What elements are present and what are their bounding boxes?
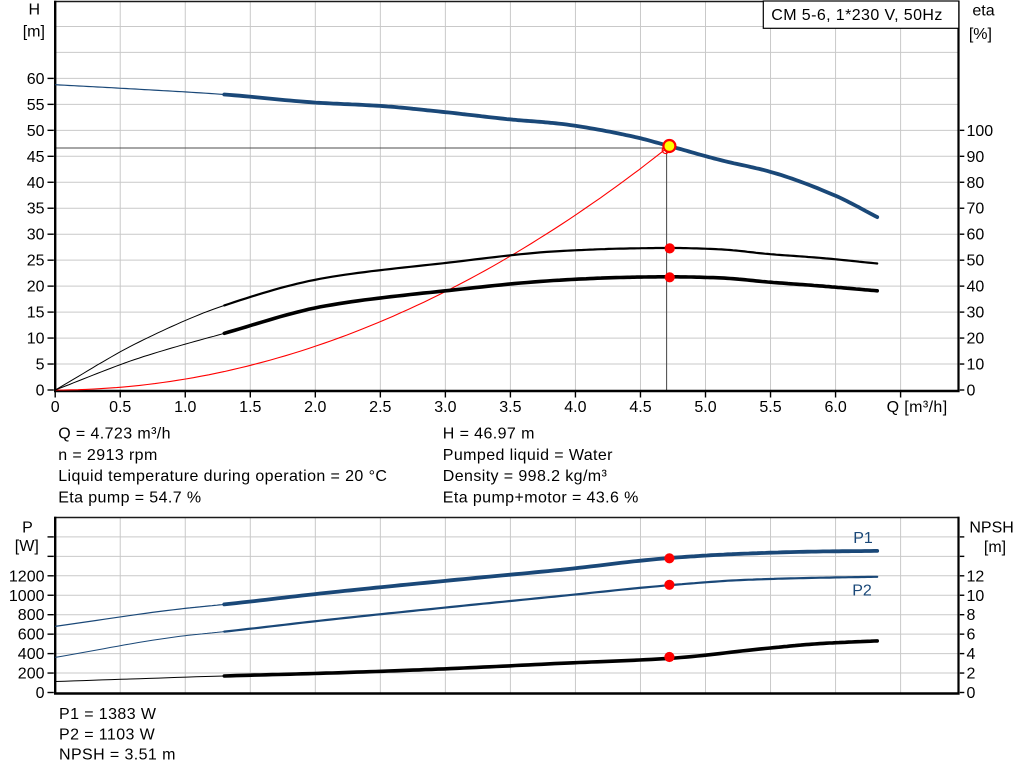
svg-text:P: P bbox=[22, 520, 33, 537]
svg-text:P1 = 1383 W: P1 = 1383 W bbox=[59, 706, 157, 723]
svg-text:8: 8 bbox=[967, 607, 976, 624]
svg-text:Pumped liquid = Water: Pumped liquid = Water bbox=[443, 447, 613, 464]
svg-text:40: 40 bbox=[27, 175, 45, 192]
svg-text:20: 20 bbox=[967, 331, 985, 348]
svg-text:2.5: 2.5 bbox=[369, 399, 391, 416]
svg-text:Q = 4.723 m³/h: Q = 4.723 m³/h bbox=[58, 426, 171, 443]
svg-text:55: 55 bbox=[27, 97, 45, 114]
svg-text:45: 45 bbox=[27, 149, 45, 166]
svg-text:Density = 998.2 kg/m³: Density = 998.2 kg/m³ bbox=[443, 468, 608, 485]
svg-text:[%]: [%] bbox=[969, 26, 992, 43]
svg-text:35: 35 bbox=[27, 201, 45, 218]
svg-text:12: 12 bbox=[967, 568, 985, 585]
svg-text:60: 60 bbox=[27, 71, 45, 88]
svg-text:P2: P2 bbox=[852, 583, 872, 600]
svg-text:10: 10 bbox=[27, 331, 45, 348]
svg-text:1200: 1200 bbox=[9, 568, 45, 585]
svg-text:P2 = 1103 W: P2 = 1103 W bbox=[59, 726, 156, 743]
svg-text:n = 2913 rpm: n = 2913 rpm bbox=[58, 447, 158, 464]
svg-text:20: 20 bbox=[27, 279, 45, 296]
svg-text:80: 80 bbox=[967, 175, 985, 192]
svg-text:6.0: 6.0 bbox=[824, 399, 846, 416]
svg-text:25: 25 bbox=[27, 253, 45, 270]
svg-text:0: 0 bbox=[36, 383, 45, 400]
svg-text:Q [m³/h]: Q [m³/h] bbox=[887, 399, 948, 416]
svg-text:100: 100 bbox=[967, 123, 994, 140]
svg-text:90: 90 bbox=[967, 149, 985, 166]
svg-text:50: 50 bbox=[27, 123, 45, 140]
svg-text:0: 0 bbox=[967, 685, 976, 702]
svg-text:2: 2 bbox=[967, 666, 976, 683]
svg-text:1.5: 1.5 bbox=[239, 399, 261, 416]
svg-text:[m]: [m] bbox=[984, 539, 1006, 556]
svg-text:NPSH = 3.51 m: NPSH = 3.51 m bbox=[59, 747, 176, 764]
svg-text:0.5: 0.5 bbox=[109, 399, 131, 416]
svg-text:3.0: 3.0 bbox=[434, 399, 456, 416]
svg-text:4: 4 bbox=[967, 646, 976, 663]
svg-text:5: 5 bbox=[36, 357, 45, 374]
svg-text:5.5: 5.5 bbox=[759, 399, 781, 416]
svg-text:P1: P1 bbox=[853, 530, 873, 547]
svg-text:[W]: [W] bbox=[15, 538, 39, 555]
svg-text:2.0: 2.0 bbox=[304, 399, 326, 416]
svg-text:3.5: 3.5 bbox=[499, 399, 521, 416]
svg-text:30: 30 bbox=[967, 305, 985, 322]
svg-text:50: 50 bbox=[967, 253, 985, 270]
svg-text:6: 6 bbox=[967, 627, 976, 644]
svg-text:30: 30 bbox=[27, 227, 45, 244]
svg-text:Liquid temperature during oper: Liquid temperature during operation = 20… bbox=[58, 468, 387, 485]
svg-text:4.5: 4.5 bbox=[629, 399, 651, 416]
svg-text:10: 10 bbox=[967, 588, 985, 605]
svg-text:0: 0 bbox=[51, 399, 60, 416]
svg-text:Eta pump = 54.7 %: Eta pump = 54.7 % bbox=[58, 490, 201, 507]
svg-text:H: H bbox=[29, 2, 41, 19]
svg-text:400: 400 bbox=[18, 646, 45, 663]
svg-text:eta: eta bbox=[972, 2, 994, 19]
svg-text:200: 200 bbox=[18, 666, 45, 683]
svg-text:70: 70 bbox=[967, 201, 985, 218]
svg-text:40: 40 bbox=[967, 279, 985, 296]
svg-text:800: 800 bbox=[18, 607, 45, 624]
svg-text:0: 0 bbox=[36, 685, 45, 702]
svg-text:0: 0 bbox=[967, 383, 976, 400]
svg-text:1000: 1000 bbox=[9, 588, 45, 605]
svg-text:600: 600 bbox=[18, 627, 45, 644]
svg-text:15: 15 bbox=[27, 305, 45, 322]
svg-text:Eta pump+motor = 43.6 %: Eta pump+motor = 43.6 % bbox=[443, 490, 639, 507]
svg-text:60: 60 bbox=[967, 227, 985, 244]
svg-text:5.0: 5.0 bbox=[694, 399, 716, 416]
svg-text:CM 5-6, 1*230 V, 50Hz: CM 5-6, 1*230 V, 50Hz bbox=[771, 7, 942, 24]
svg-text:NPSH: NPSH bbox=[969, 519, 1013, 536]
svg-text:[m]: [m] bbox=[23, 23, 45, 40]
svg-text:10: 10 bbox=[967, 357, 985, 374]
svg-text:H = 46.97 m: H = 46.97 m bbox=[443, 426, 535, 443]
svg-text:1.0: 1.0 bbox=[174, 399, 196, 416]
svg-text:4.0: 4.0 bbox=[564, 399, 586, 416]
